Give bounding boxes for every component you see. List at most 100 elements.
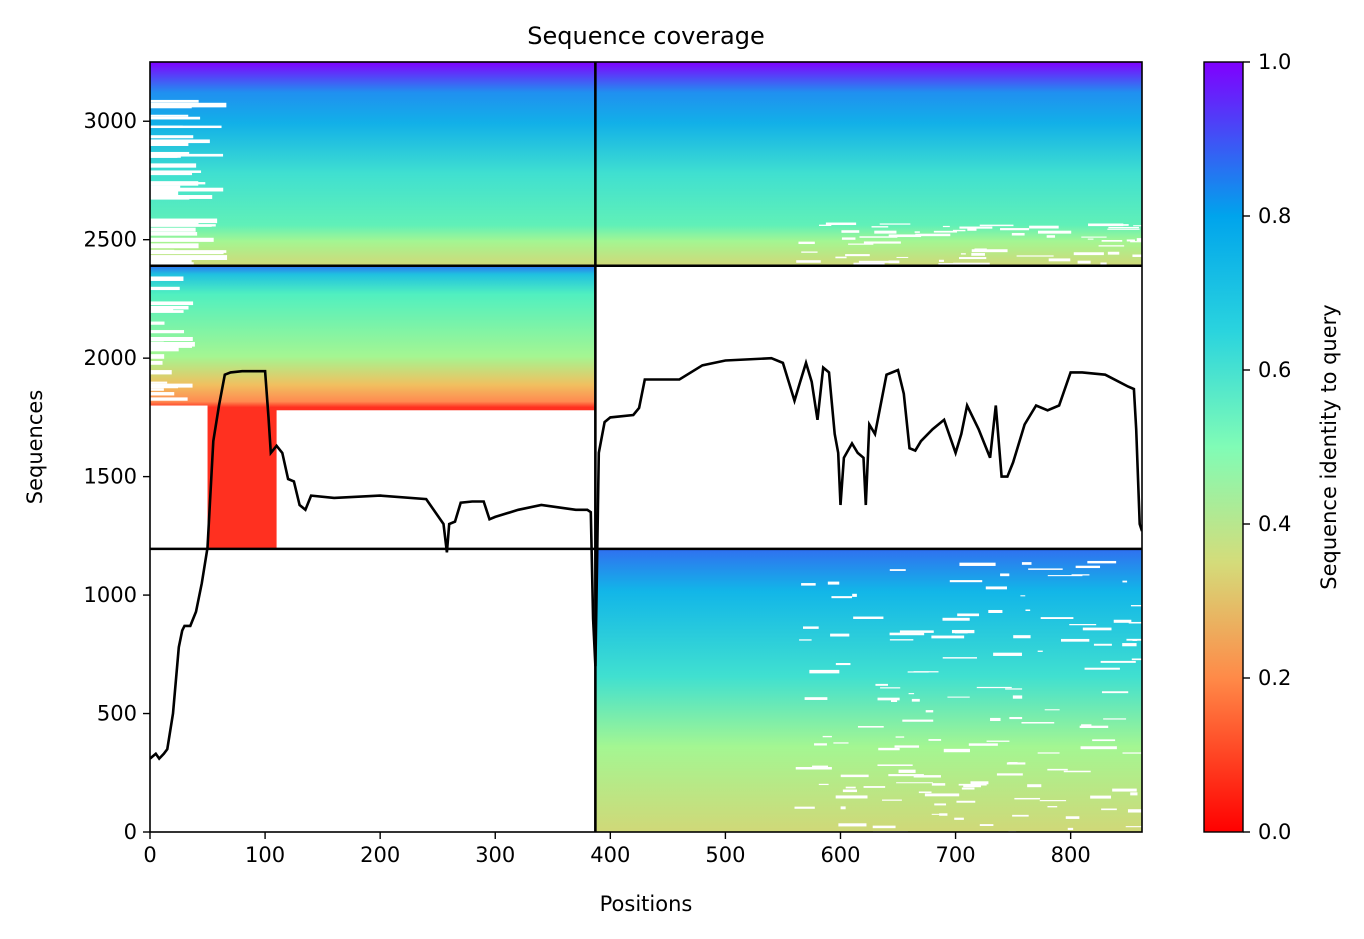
gap-line	[898, 769, 916, 773]
gap-line	[841, 230, 860, 233]
gap-line	[1128, 621, 1142, 624]
gap-line	[845, 254, 870, 257]
gap-line	[1107, 228, 1140, 230]
y-axis-ticks: 0 500 1000 1500 2000 2500 3000	[84, 109, 150, 844]
gap-line	[942, 617, 970, 621]
gap-line	[1130, 792, 1138, 796]
gap-line	[150, 336, 193, 342]
gap-line	[825, 222, 857, 226]
gap-line	[933, 230, 958, 233]
gap-line	[818, 783, 829, 786]
gap-line	[1005, 688, 1023, 690]
gap-line	[150, 392, 175, 396]
gap-line	[150, 195, 213, 199]
x-tick-label: 600	[820, 843, 860, 867]
gap-line	[889, 632, 925, 636]
gap-line	[857, 726, 884, 728]
gap-line	[1016, 255, 1054, 257]
gap-line	[801, 251, 818, 253]
gap-line	[1132, 254, 1142, 257]
gap-line	[1000, 228, 1030, 231]
gap-line	[985, 586, 1007, 590]
gap-line	[1046, 235, 1056, 238]
gap-line	[150, 185, 181, 190]
gap-line	[957, 613, 980, 617]
gap-line	[1088, 223, 1124, 227]
gap-line	[848, 243, 874, 245]
gap-line	[150, 114, 189, 117]
gap-line	[958, 783, 987, 786]
gap-line	[841, 237, 856, 240]
gap-line	[896, 256, 909, 258]
gap-line	[880, 687, 901, 689]
gap-line	[1028, 568, 1063, 570]
gap-line	[830, 633, 850, 637]
colorbar-tick-label: 0.4	[1258, 512, 1291, 536]
gap-line	[150, 232, 198, 236]
gap-line	[1075, 565, 1101, 569]
gap-line	[1013, 635, 1031, 639]
gap-line	[874, 230, 897, 234]
gap-line	[931, 635, 965, 639]
gap-line	[1090, 795, 1112, 799]
gap-line	[150, 347, 179, 352]
gap-line	[1079, 725, 1109, 728]
gap-line	[872, 825, 896, 829]
gap-line	[1103, 718, 1127, 720]
gap-line	[819, 224, 832, 226]
gap-line	[809, 669, 840, 674]
gap-line	[907, 671, 929, 673]
y-tick-label: 1500	[84, 465, 137, 489]
gap-line	[971, 253, 985, 256]
gap-line	[888, 774, 924, 777]
gap-line	[1006, 762, 1026, 765]
plot-area	[150, 62, 1142, 832]
gap-line	[979, 224, 1014, 227]
gap-line	[150, 354, 165, 359]
gap-line	[150, 187, 224, 192]
y-tick-label: 500	[97, 702, 137, 726]
gap-line	[1011, 232, 1025, 236]
gap-line	[1073, 252, 1104, 256]
gap-line	[812, 765, 828, 768]
gap-line	[150, 170, 202, 173]
gap-line	[1108, 226, 1139, 229]
gap-line	[150, 383, 193, 388]
gap-line	[879, 223, 911, 225]
gap-line	[1082, 627, 1112, 631]
gap-line	[908, 693, 915, 695]
gap-line	[863, 241, 901, 244]
gap-line	[890, 699, 898, 703]
gap-line	[956, 800, 976, 803]
gap-line	[878, 747, 900, 751]
gap-line	[150, 397, 188, 401]
gap-line	[931, 813, 946, 815]
gap-line	[840, 806, 846, 810]
gap-line	[150, 381, 168, 384]
gap-line	[918, 791, 932, 794]
gap-line	[1039, 800, 1067, 802]
y-axis-label: Sequences	[23, 390, 47, 505]
colorbar-tick-label: 1.0	[1258, 50, 1291, 74]
gap-line	[150, 116, 201, 120]
gap-line	[1048, 258, 1071, 262]
x-tick-label: 300	[475, 843, 515, 867]
gap-line	[150, 141, 189, 146]
gap-line	[802, 626, 819, 629]
gap-line	[150, 237, 214, 242]
gap-line	[1084, 667, 1120, 670]
gap-line	[939, 813, 948, 816]
gap-line	[959, 562, 996, 566]
gap-line	[899, 630, 934, 633]
gap-line	[1029, 225, 1059, 229]
gap-line	[1047, 806, 1058, 808]
gap-line	[833, 742, 849, 744]
gap-line	[794, 806, 815, 809]
gap-line	[150, 163, 197, 168]
gap-line	[1101, 808, 1117, 811]
gap-line	[1044, 709, 1060, 711]
gap-line	[1012, 814, 1029, 817]
gap-line	[150, 307, 174, 313]
gap-line	[934, 803, 947, 806]
colorbar-gradient	[1203, 61, 1244, 833]
